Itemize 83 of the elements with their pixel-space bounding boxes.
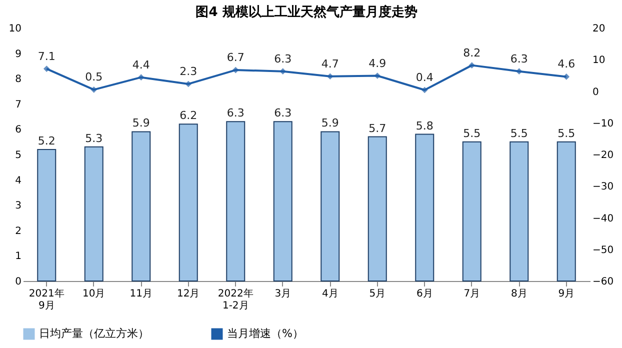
data-label: 4.4	[132, 58, 150, 72]
bar	[132, 131, 151, 282]
bar	[273, 121, 292, 282]
y-tick-label: 9	[15, 48, 22, 60]
data-label: 5.9	[132, 116, 150, 130]
bar	[320, 131, 340, 282]
data-label: 5.8	[416, 119, 434, 132]
x-tick-label: 10月	[82, 288, 106, 300]
data-label: 5.5	[510, 126, 528, 140]
point	[374, 72, 381, 79]
legend-label: 当月增速（%）	[227, 327, 304, 340]
y-tick-label: 3	[15, 200, 22, 212]
data-label: 6.2	[180, 109, 198, 122]
x-tick-label: 3月	[274, 288, 292, 300]
x-tick-label: 7月	[464, 288, 480, 300]
y2-tick-label: −10	[592, 118, 614, 130]
y2-tick-label: −60	[592, 276, 614, 288]
chart-title: 图4 规模以上工业天然气产量月度走势	[196, 4, 418, 20]
y2-tick-label: −50	[592, 244, 614, 256]
point	[138, 74, 144, 80]
y-tick-label: 4	[15, 175, 22, 186]
x-tick-label: 9月	[558, 288, 575, 300]
point	[563, 74, 570, 80]
bar	[226, 121, 246, 282]
data-label: 5.9	[321, 116, 339, 130]
x-tick-label: 5月	[369, 288, 386, 300]
bar	[510, 141, 529, 282]
point	[468, 62, 476, 68]
data-label: 4.6	[558, 58, 576, 71]
x-tick-label: 2022年 1-2月	[218, 288, 254, 312]
y2-tick-label: −20	[592, 150, 614, 161]
y-tick-label: 8	[15, 74, 22, 86]
y2-tick-label: 0	[592, 86, 599, 98]
y2-tick-label: 10	[592, 55, 606, 66]
data-label: 4.9	[368, 56, 386, 70]
point	[185, 80, 192, 88]
y-tick-label: 1	[15, 251, 22, 262]
legend-label: 日均产量（亿立方米）	[39, 327, 149, 340]
point	[232, 66, 239, 74]
x-tick-label: 12月	[177, 288, 200, 300]
y2-tick-label: 20	[592, 24, 606, 34]
data-label: 5.5	[463, 126, 481, 140]
point	[280, 68, 286, 74]
data-label: 2.3	[180, 64, 198, 78]
data-label: 6.3	[226, 106, 244, 120]
data-label: 0.5	[85, 70, 103, 84]
data-label: 4.7	[321, 57, 339, 70]
data-label: 0.4	[416, 70, 434, 84]
y2-tick-label: −40	[592, 213, 614, 224]
data-label: 5.3	[85, 132, 103, 145]
point	[43, 66, 50, 72]
x-tick-label: 4月	[322, 288, 338, 300]
data-label: 7.1	[38, 50, 56, 63]
bar	[84, 146, 104, 282]
point	[90, 86, 98, 93]
data-label: 6.3	[274, 52, 292, 66]
point	[516, 68, 522, 74]
point	[326, 73, 334, 80]
y-tick-label: 6	[15, 124, 22, 136]
data-label: 8.2	[463, 46, 481, 60]
y-tick-label: 2	[15, 226, 22, 237]
data-label: 6.3	[510, 52, 528, 66]
y2-tick-label: −30	[592, 182, 614, 193]
data-label: 6.7	[226, 51, 244, 64]
y-tick-label: 5	[15, 150, 22, 161]
data-label: 5.2	[38, 134, 56, 148]
data-label: 6.3	[274, 106, 292, 120]
bar	[368, 136, 387, 282]
point	[421, 86, 428, 94]
bar	[178, 124, 198, 282]
bar	[37, 148, 56, 282]
x-tick-label: 8月	[510, 288, 528, 300]
x-tick-label: 6月	[416, 288, 433, 300]
y-tick-label: 7	[15, 99, 22, 110]
x-tick-label: 2021年 9月	[28, 288, 64, 312]
y-tick-label: 10	[8, 24, 22, 34]
bar	[556, 141, 576, 282]
bar	[462, 141, 482, 282]
bar	[415, 134, 434, 282]
y-tick-label: 0	[15, 276, 22, 288]
data-label: 5.5	[558, 126, 576, 140]
x-tick-label: 11月	[130, 288, 152, 300]
data-label: 5.7	[368, 122, 386, 135]
